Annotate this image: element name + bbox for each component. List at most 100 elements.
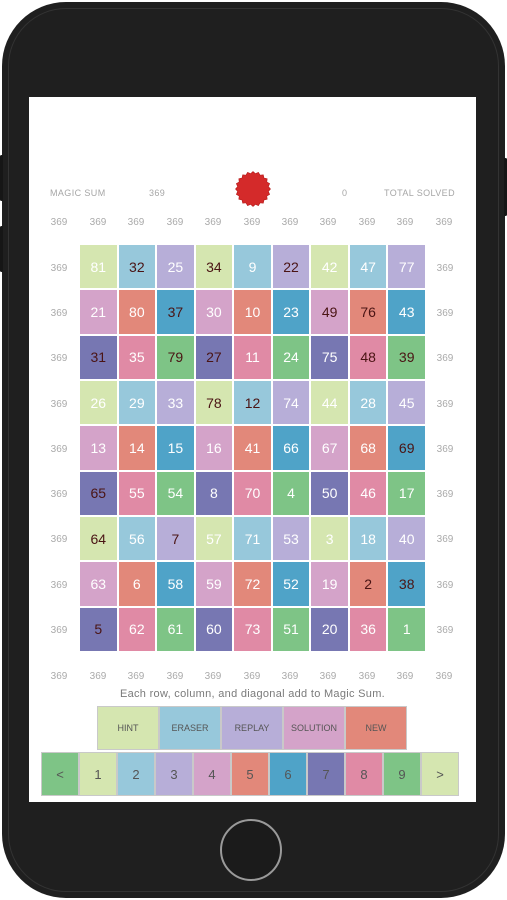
grid-cell[interactable]: 16 [195,426,233,470]
prev-key[interactable]: < [41,752,79,796]
grid-cell[interactable]: 29 [118,380,156,425]
grid-cell[interactable]: 75 [311,335,348,379]
new-button[interactable]: NEW [345,706,407,750]
grid-cell[interactable]: 56 [118,516,156,561]
grid-cell[interactable]: 79 [157,335,194,379]
grid-cell[interactable]: 39 [388,335,425,379]
grid-cell[interactable]: 74 [272,380,310,425]
grid-cell[interactable]: 65 [80,471,117,515]
key-5[interactable]: 5 [231,752,269,796]
grid-cell[interactable]: 57 [195,516,233,561]
grid-cell[interactable]: 51 [272,607,310,651]
next-key[interactable]: > [421,752,459,796]
grid-cell[interactable]: 80 [118,290,156,334]
grid-cell[interactable]: 12 [234,380,271,425]
grid-cell[interactable]: 23 [272,290,310,334]
grid-cell[interactable]: 40 [388,516,425,561]
eraser-button[interactable]: ERASER [159,706,221,750]
grid-cell[interactable]: 7 [157,516,194,561]
grid-cell[interactable]: 18 [349,516,387,561]
grid-cell[interactable]: 52 [272,562,310,606]
grid-cell[interactable]: 68 [349,426,387,470]
grid-cell[interactable]: 14 [118,426,156,470]
key-8[interactable]: 8 [345,752,383,796]
grid-cell[interactable]: 21 [80,290,117,334]
grid-cell[interactable]: 43 [388,290,425,334]
grid-cell[interactable]: 37 [157,290,194,334]
grid-cell[interactable]: 48 [349,335,387,379]
key-4[interactable]: 4 [193,752,231,796]
grid-cell[interactable]: 77 [388,245,425,289]
grid-cell[interactable]: 32 [118,245,156,289]
grid-cell[interactable]: 69 [388,426,425,470]
grid-cell[interactable]: 24 [272,335,310,379]
grid-cell[interactable]: 46 [349,471,387,515]
key-6[interactable]: 6 [269,752,307,796]
hint-button[interactable]: HINT [97,706,159,750]
grid-cell[interactable]: 78 [195,380,233,425]
grid-cell[interactable]: 3 [311,516,348,561]
grid-cell[interactable]: 45 [388,380,425,425]
grid-cell[interactable]: 50 [311,471,348,515]
grid-cell[interactable]: 66 [272,426,310,470]
grid-cell[interactable]: 47 [349,245,387,289]
grid-cell[interactable]: 70 [234,471,271,515]
grid-cell[interactable]: 38 [388,562,425,606]
grid-cell[interactable]: 62 [118,607,156,651]
grid-cell[interactable]: 72 [234,562,271,606]
grid-cell[interactable]: 61 [157,607,194,651]
solution-button[interactable]: SOLUTION [283,706,345,750]
grid-cell[interactable]: 35 [118,335,156,379]
grid-cell[interactable]: 17 [388,471,425,515]
grid-cell[interactable]: 15 [157,426,194,470]
grid-cell[interactable]: 60 [195,607,233,651]
grid-cell[interactable]: 58 [157,562,194,606]
grid-cell[interactable]: 27 [195,335,233,379]
grid-cell[interactable]: 28 [349,380,387,425]
key-2[interactable]: 2 [117,752,155,796]
grid-cell[interactable]: 22 [272,245,310,289]
key-7[interactable]: 7 [307,752,345,796]
grid-cell[interactable]: 41 [234,426,271,470]
grid-cell[interactable]: 31 [80,335,117,379]
grid-cell[interactable]: 42 [311,245,348,289]
red-seal-icon[interactable] [235,171,271,207]
key-1[interactable]: 1 [79,752,117,796]
grid-cell[interactable]: 67 [311,426,348,470]
grid-cell[interactable]: 76 [349,290,387,334]
grid-cell[interactable]: 19 [311,562,348,606]
grid-cell[interactable]: 54 [157,471,194,515]
grid-cell[interactable]: 8 [195,471,233,515]
grid-cell[interactable]: 64 [80,516,117,561]
replay-button[interactable]: REPLAY [221,706,283,750]
grid-cell[interactable]: 33 [157,380,194,425]
grid-cell[interactable]: 44 [311,380,348,425]
grid-cell[interactable]: 30 [195,290,233,334]
grid-cell[interactable]: 25 [157,245,194,289]
sum-label: 369 [50,444,68,455]
grid-cell[interactable]: 5 [80,607,117,651]
grid-cell[interactable]: 49 [311,290,348,334]
grid-cell[interactable]: 73 [234,607,271,651]
grid-cell[interactable]: 9 [234,245,271,289]
grid-cell[interactable]: 6 [118,562,156,606]
grid-cell[interactable]: 11 [234,335,271,379]
key-9[interactable]: 9 [383,752,421,796]
grid-cell[interactable]: 81 [80,245,117,289]
grid-cell[interactable]: 1 [388,607,425,651]
grid-cell[interactable]: 36 [349,607,387,651]
grid-cell[interactable]: 4 [272,471,310,515]
grid-cell[interactable]: 71 [234,516,271,561]
home-button[interactable] [220,819,282,881]
grid-cell[interactable]: 55 [118,471,156,515]
grid-cell[interactable]: 59 [195,562,233,606]
grid-cell[interactable]: 13 [80,426,117,470]
grid-cell[interactable]: 63 [80,562,117,606]
grid-cell[interactable]: 53 [272,516,310,561]
grid-cell[interactable]: 10 [234,290,271,334]
grid-cell[interactable]: 26 [80,380,117,425]
key-3[interactable]: 3 [155,752,193,796]
grid-cell[interactable]: 20 [311,607,348,651]
grid-cell[interactable]: 34 [195,245,233,289]
grid-cell[interactable]: 2 [349,562,387,606]
